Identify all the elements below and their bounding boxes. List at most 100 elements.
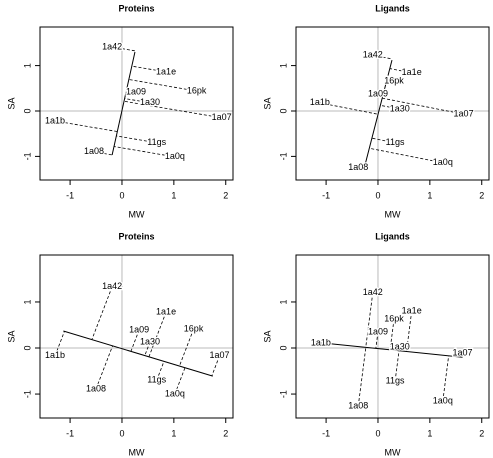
projection-line bbox=[394, 350, 400, 382]
y-tick-label: -1 bbox=[22, 152, 32, 160]
x-tick-label: 1 bbox=[171, 428, 176, 438]
point-label: 11gs bbox=[386, 376, 405, 386]
panel-title: Proteins bbox=[118, 3, 154, 13]
point-label: 1a42 bbox=[363, 50, 383, 60]
projection-line bbox=[377, 93, 384, 96]
y-tick-label: 0 bbox=[22, 346, 32, 351]
panel: Proteins MW SA -1 0 1 2 -1 0 1 1a42 1a1e 16pk 1a09 1a3… bbox=[6, 231, 234, 457]
projection-line bbox=[131, 65, 167, 73]
point-label: 1a08 bbox=[348, 162, 368, 172]
point-label: 1a08 bbox=[84, 146, 104, 156]
projection-line bbox=[365, 292, 374, 348]
projection-line bbox=[95, 345, 113, 390]
point-label: 1a1b bbox=[310, 97, 330, 107]
x-tick-label: -1 bbox=[322, 428, 330, 438]
point-label: 1a1e bbox=[402, 306, 422, 316]
projection-line bbox=[112, 46, 136, 52]
x-tick-label: -1 bbox=[322, 190, 330, 200]
fit-line bbox=[313, 341, 463, 358]
point-label: 16pk bbox=[384, 313, 404, 323]
x-tick-label: 1 bbox=[427, 190, 432, 200]
point-label: 1a08 bbox=[348, 400, 368, 410]
x-axis-label: MW bbox=[129, 447, 145, 457]
projection-line bbox=[93, 151, 113, 156]
projection-line bbox=[54, 120, 118, 132]
y-axis-label: SA bbox=[262, 330, 272, 342]
x-axis-label: MW bbox=[385, 209, 401, 219]
y-tick-label: 1 bbox=[278, 63, 288, 68]
projection-line bbox=[113, 146, 175, 158]
plot-frame bbox=[295, 254, 490, 419]
point-label: 1a30 bbox=[390, 104, 410, 114]
y-tick-label: 0 bbox=[278, 346, 288, 351]
panel-title: Ligands bbox=[375, 3, 410, 13]
point-label: 1a1b bbox=[45, 115, 65, 125]
point-label: 11gs bbox=[386, 137, 405, 147]
projection-line bbox=[358, 167, 365, 170]
point-label: 16pk bbox=[187, 85, 207, 95]
plot-frame bbox=[39, 254, 234, 419]
x-tick-label: -1 bbox=[66, 190, 74, 200]
point-label: 1a0q bbox=[165, 388, 185, 398]
projection-line bbox=[126, 89, 137, 93]
x-tick-label: 0 bbox=[119, 190, 124, 200]
y-axis-label: SA bbox=[6, 330, 16, 342]
x-tick-label: 2 bbox=[479, 190, 484, 200]
x-tick-label: 1 bbox=[427, 428, 432, 438]
point-label: 1a09 bbox=[368, 326, 388, 336]
projection-line bbox=[375, 331, 379, 349]
x-axis-label: MW bbox=[385, 447, 401, 457]
y-tick-label: 0 bbox=[278, 108, 288, 113]
projection-line bbox=[91, 286, 113, 340]
projection-line bbox=[461, 353, 463, 358]
point-label: 1a42 bbox=[102, 281, 122, 291]
point-label: 1a0q bbox=[165, 151, 185, 161]
projection-line bbox=[357, 347, 367, 407]
point-label: 1a30 bbox=[390, 341, 410, 351]
projection-line bbox=[386, 79, 395, 82]
fit-line bbox=[364, 60, 393, 166]
point-label: 16pk bbox=[184, 324, 204, 334]
projection-line bbox=[372, 54, 393, 60]
projection-line bbox=[211, 355, 220, 376]
plot-frame bbox=[39, 26, 234, 181]
projection-line bbox=[54, 331, 65, 356]
x-tick-label: -1 bbox=[66, 428, 74, 438]
projection-line bbox=[369, 147, 443, 164]
point-label: 1a08 bbox=[86, 383, 106, 393]
projection-line bbox=[389, 68, 412, 74]
point-label: 1a07 bbox=[212, 112, 232, 122]
y-tick-label: -1 bbox=[22, 390, 32, 398]
point-label: 1a09 bbox=[126, 86, 146, 96]
plot-frame bbox=[295, 26, 490, 181]
x-tick-label: 2 bbox=[223, 428, 228, 438]
projection-line bbox=[116, 135, 157, 144]
y-tick-label: -1 bbox=[278, 152, 288, 160]
point-label: 1a1e bbox=[402, 67, 422, 77]
point-label: 1a09 bbox=[368, 89, 388, 99]
point-label: 1a07 bbox=[454, 109, 474, 119]
x-axis-label: MW bbox=[129, 209, 145, 219]
point-label: 16pk bbox=[384, 75, 404, 85]
point-label: 1a42 bbox=[102, 41, 122, 51]
point-label: 11gs bbox=[147, 375, 166, 385]
y-tick-label: 0 bbox=[22, 108, 32, 113]
x-tick-label: 0 bbox=[375, 428, 380, 438]
projection-line bbox=[128, 79, 197, 92]
panel-title: Proteins bbox=[118, 231, 154, 241]
fit-line bbox=[63, 330, 213, 377]
projection-line bbox=[389, 318, 395, 350]
projection-line bbox=[124, 98, 151, 104]
point-label: 1a30 bbox=[140, 97, 160, 107]
y-tick-label: 1 bbox=[22, 63, 32, 68]
y-tick-label: -1 bbox=[278, 390, 288, 398]
panel-title: Ligands bbox=[375, 231, 410, 241]
x-tick-label: 0 bbox=[119, 428, 124, 438]
point-label: 1a1b bbox=[45, 350, 65, 360]
x-tick-label: 0 bbox=[375, 190, 380, 200]
projection-line bbox=[156, 361, 165, 381]
point-label: 1a0q bbox=[433, 395, 453, 405]
